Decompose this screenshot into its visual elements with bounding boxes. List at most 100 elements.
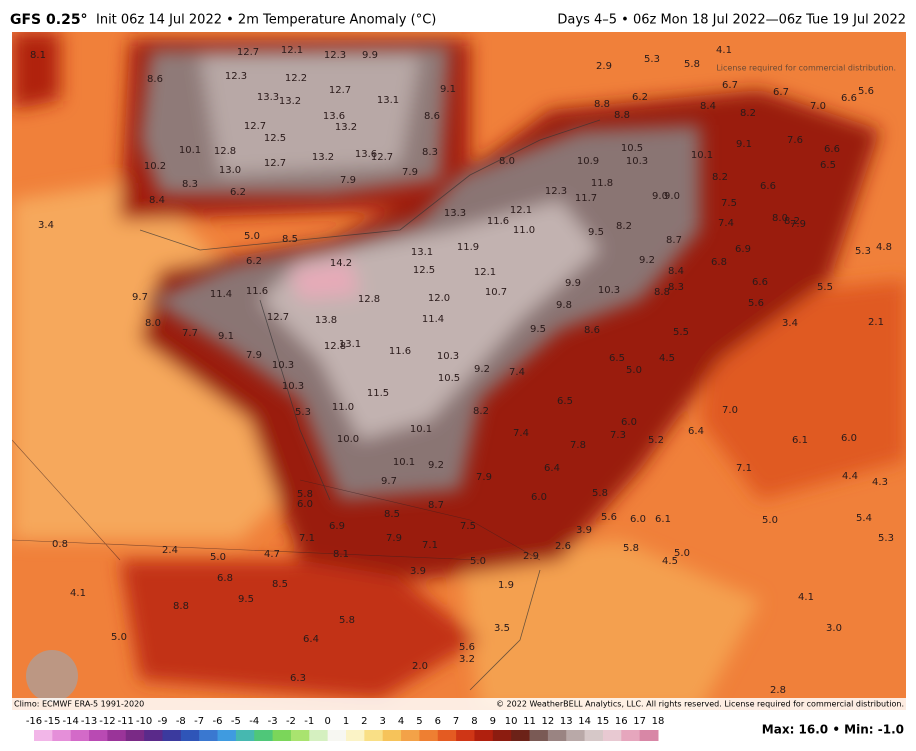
anomaly-label: 9.5 xyxy=(238,594,254,605)
anomaly-label: 6.8 xyxy=(711,257,727,268)
anomaly-label: 12.7 xyxy=(267,312,289,323)
anomaly-label: 8.1 xyxy=(333,549,349,560)
anomaly-label: 5.3 xyxy=(295,407,311,418)
anomaly-label: 10.1 xyxy=(410,424,432,435)
anomaly-label: 14.2 xyxy=(330,258,352,269)
colorbar-tick-label: 17 xyxy=(633,716,646,727)
anomaly-label: 8.1 xyxy=(30,50,46,61)
colorbar-tick-label: 7 xyxy=(453,716,459,727)
anomaly-label: 10.2 xyxy=(144,161,166,172)
anomaly-label: 5.6 xyxy=(459,642,475,653)
anomaly-label: 11.0 xyxy=(332,402,354,413)
anomaly-label: 7.1 xyxy=(736,463,752,474)
colorbar-tick-label: -10 xyxy=(136,716,152,727)
anomaly-label: 9.2 xyxy=(639,255,655,266)
anomaly-label: 8.0 xyxy=(772,213,788,224)
anomaly-label: 12.7 xyxy=(237,47,259,58)
anomaly-label: 9.9 xyxy=(565,278,581,289)
anomaly-label: 8.8 xyxy=(594,99,610,110)
anomaly-label: 7.1 xyxy=(422,540,438,551)
colorbar-swatch xyxy=(547,730,567,741)
anomaly-label: 7.9 xyxy=(476,472,492,483)
anomaly-label: 1.9 xyxy=(498,580,514,591)
anomaly-label: 5.0 xyxy=(626,365,642,376)
anomaly-label: 9.2 xyxy=(428,460,444,471)
anomaly-label: 6.0 xyxy=(621,417,637,428)
anomaly-label: 2.6 xyxy=(555,541,571,552)
colorbar-tick-label: -2 xyxy=(286,716,296,727)
colorbar-tick-label: 10 xyxy=(505,716,518,727)
anomaly-label: 8.8 xyxy=(173,601,189,612)
anomaly-label: 9.2 xyxy=(474,364,490,375)
anomaly-label: 8.3 xyxy=(422,147,438,158)
anomaly-label: 5.5 xyxy=(673,327,689,338)
colorbar-swatch xyxy=(34,730,53,741)
anomaly-label: 5.8 xyxy=(339,615,355,626)
anomaly-label: 6.4 xyxy=(544,463,560,474)
anomaly-label: 12.7 xyxy=(329,85,351,96)
anomaly-label: 12.3 xyxy=(225,71,247,82)
colorbar: -16 -15 -14 -13 -12 -11 -10 -9 -8 -7 -6 -5 -4 -3 -2 -1 0… xyxy=(26,716,664,741)
anomaly-label: 3.9 xyxy=(576,525,592,536)
anomaly-label: 6.2 xyxy=(230,187,246,198)
colorbar-swatch xyxy=(492,730,512,741)
license: License required for commercial distribu… xyxy=(716,64,896,73)
colorbar-swatch xyxy=(346,730,365,741)
anomaly-label: 6.5 xyxy=(820,160,836,171)
anomaly-label: 3.5 xyxy=(494,623,510,634)
anomaly-label: 4.1 xyxy=(716,45,732,56)
anomaly-label: 13.2 xyxy=(279,96,301,107)
colorbar-tick-label: 11 xyxy=(523,716,536,727)
anomaly-label: 9.1 xyxy=(736,139,752,150)
anomaly-label: 6.4 xyxy=(688,426,704,437)
colorbar-tick-label: 1 xyxy=(343,716,349,727)
colorbar-swatch xyxy=(437,730,457,741)
anomaly-label: 4.8 xyxy=(876,242,892,253)
anomaly-label: 13.8 xyxy=(315,315,337,326)
colorbar-tick-label: 8 xyxy=(471,716,477,727)
colorbar-swatch xyxy=(327,730,347,741)
anomaly-label: 5.4 xyxy=(856,513,872,524)
colorbar-swatch xyxy=(566,730,586,741)
anomaly-label: 10.1 xyxy=(691,150,713,161)
anomaly-label: 6.2 xyxy=(246,256,262,267)
logo xyxy=(26,650,78,702)
anomaly-label: 3.9 xyxy=(410,566,426,577)
colorbar-tick-label: 6 xyxy=(435,716,441,727)
colorbar-swatch xyxy=(474,730,494,741)
anomaly-label: 6.4 xyxy=(303,634,319,645)
anomaly-label: 5.3 xyxy=(878,533,894,544)
anomaly-label: 8.6 xyxy=(584,325,600,336)
colorbar-tick-label: 14 xyxy=(578,716,591,727)
title: Init 06z 14 Jul 2022 • 2m Temperature An… xyxy=(96,13,436,28)
anomaly-label: 6.1 xyxy=(792,435,808,446)
anomaly-label: 12.7 xyxy=(244,121,266,132)
colorbar-tick-label: 9 xyxy=(490,716,496,727)
colorbar-swatch xyxy=(382,730,402,741)
climo: Climo: ECMWF ERA-5 1991-2020 xyxy=(14,700,144,709)
anomaly-label: 9.0 xyxy=(664,191,680,202)
colorbar-swatch xyxy=(602,730,622,741)
anomaly-label: 6.1 xyxy=(655,514,671,525)
colorbar-swatch xyxy=(529,730,549,741)
anomaly-label: 8.5 xyxy=(384,509,400,520)
anomaly-label: 10.0 xyxy=(337,434,359,445)
colorbar-swatch xyxy=(52,730,72,741)
anomaly-label: 7.9 xyxy=(790,219,806,230)
colorbar-tick-label: 4 xyxy=(398,716,404,727)
anomaly-label: 12.7 xyxy=(371,152,393,163)
anomaly-label: 5.6 xyxy=(748,298,764,309)
anomaly-label: 10.3 xyxy=(282,381,304,392)
anomaly-label: 8.2 xyxy=(784,216,800,227)
anomaly-label: 11.6 xyxy=(389,346,411,357)
anomaly-label: 9.1 xyxy=(440,84,456,95)
colorbar-tick-label: 2 xyxy=(361,716,367,727)
anomaly-label: 5.8 xyxy=(592,488,608,499)
anomaly-label: 9.5 xyxy=(588,227,604,238)
anomaly-label: 11.0 xyxy=(513,225,535,236)
colorbar-swatch xyxy=(639,730,659,741)
anomaly-label: 2.4 xyxy=(162,545,178,556)
anomaly-label: 3.0 xyxy=(826,623,842,634)
anomaly-label: 7.5 xyxy=(460,521,476,532)
anomaly-label: 10.7 xyxy=(485,287,507,298)
